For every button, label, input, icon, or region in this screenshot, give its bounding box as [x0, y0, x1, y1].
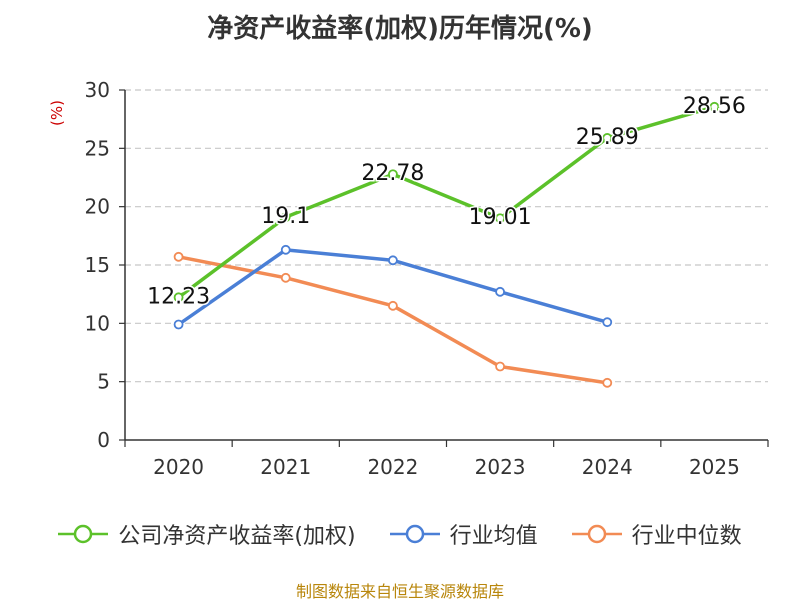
data-point [173, 292, 184, 303]
y-tick-label: 5 [97, 370, 110, 394]
legend-marker-icon [571, 524, 622, 544]
x-tick-label: 2023 [475, 455, 526, 479]
legend-marker-icon [58, 524, 109, 544]
series-line-2 [178, 255, 608, 385]
x-tick-label: 2022 [367, 455, 418, 479]
legend-label: 公司净资产收益率(加权) [118, 524, 356, 549]
data-point [280, 244, 291, 255]
x-tick-label: 2020 [153, 455, 204, 479]
data-point [495, 286, 505, 297]
series-line-0 [177, 105, 715, 299]
data-point [495, 213, 505, 224]
legend-label: 行业中位数 [631, 524, 742, 549]
data-point [388, 169, 398, 180]
legend-label: 行业均值 [449, 524, 538, 549]
data-point [388, 300, 398, 311]
data-point [173, 319, 184, 330]
data-point [280, 272, 291, 283]
y-tick-label: 30 [85, 78, 110, 102]
legend-item-company[interactable]: 公司净资产收益率(加权) [58, 518, 356, 550]
chart-title: 净资产收益率(加权)历年情况(%) [207, 14, 593, 44]
legend-marker-icon [389, 524, 440, 544]
data-label: 25.89 [576, 125, 639, 150]
data-point [602, 317, 613, 328]
y-tick-label: 20 [85, 195, 110, 219]
y-tick-label: 15 [85, 253, 110, 277]
data-label: 12.23 [147, 284, 210, 309]
data-point [280, 212, 291, 223]
data-label: 28.56 [683, 94, 746, 119]
y-tick-label: 25 [85, 136, 110, 160]
legend-item-industry-mean[interactable]: 行业均值 [389, 518, 538, 550]
chart-legend: 公司净资产收益率(加权) 行业均值 行业中位数 [0, 518, 800, 550]
data-label: 19.01 [469, 205, 532, 230]
x-tick-label: 2021 [260, 455, 311, 479]
y-tick-label: 0 [97, 428, 110, 452]
data-label: 19.1 [261, 204, 310, 229]
data-label: 22.78 [361, 161, 424, 186]
data-point [495, 361, 505, 372]
data-source-note: 制图数据来自恒生聚源数据库 [295, 582, 504, 601]
data-point [602, 133, 613, 143]
x-tick-label: 2024 [582, 455, 633, 479]
data-point [602, 377, 613, 388]
data-point [173, 251, 184, 262]
y-tick-label: 10 [85, 311, 110, 335]
x-tick-label: 2025 [689, 455, 740, 479]
data-point [709, 101, 720, 112]
legend-item-industry-median[interactable]: 行业中位数 [571, 518, 742, 550]
data-point [388, 255, 398, 266]
